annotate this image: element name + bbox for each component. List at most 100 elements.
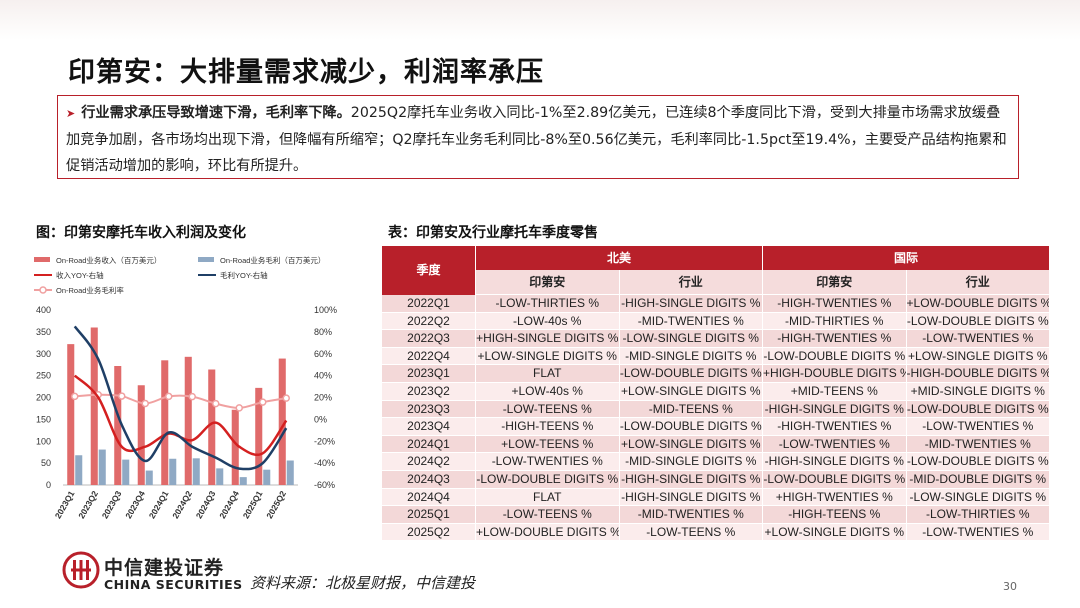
value-cell: FLAT (476, 488, 620, 507)
x-tick-label: 2023Q2 (76, 489, 100, 520)
bar-revenue (114, 366, 122, 485)
value-cell: -LOW-SINGLE DIGITS % (906, 488, 1051, 507)
y-tick-label: 300 (36, 349, 51, 359)
quarter-cell: 2022Q2 (382, 312, 476, 331)
bar-gross-profit (239, 477, 247, 485)
value-cell: +LOW-40s % (476, 382, 620, 401)
value-cell: +HIGH-TWENTIES % (763, 488, 907, 507)
quarter-cell: 2024Q4 (382, 488, 476, 507)
bar-gross-profit (98, 449, 106, 485)
bar-revenue (137, 385, 145, 485)
value-cell: -LOW-DOUBLE DIGITS % (619, 418, 764, 436)
value-cell: -LOW-SINGLE DIGITS % (619, 330, 764, 348)
y-tick-label: 200 (36, 393, 51, 403)
subheader-intl-indian: 印第安 (763, 270, 907, 295)
bar-gross-profit (286, 460, 294, 485)
legend-label: On-Road业务毛利率 (56, 285, 124, 295)
table-row: 2023Q4 -HIGH-TEENS % -LOW-DOUBLE DIGITS % -… (382, 418, 1051, 436)
value-cell: -LOW-DOUBLE DIGITS % (906, 400, 1051, 419)
value-cell: -HIGH-TWENTIES % (763, 418, 907, 436)
bullet-arrow-icon: ➤ (66, 107, 76, 120)
bar-gross-profit (122, 459, 130, 485)
x-tick-label: 2024Q4 (217, 489, 241, 520)
margin-point (188, 392, 196, 401)
value-cell: -HIGH-TEENS % (476, 418, 620, 436)
bar-gross-profit (263, 469, 271, 485)
table-row: 2023Q1 FLAT -LOW-DOUBLE DIGITS % +HIGH-DOUB… (382, 365, 1051, 383)
y2-tick-label: 0% (314, 414, 327, 424)
y-tick-label: 150 (36, 414, 51, 424)
margin-point (118, 392, 126, 400)
table-row: 2022Q3 +HIGH-SINGLE DIGITS % -LOW-SINGLE D… (382, 330, 1051, 348)
quarter-cell: 2023Q3 (382, 400, 476, 419)
bar-revenue (208, 369, 216, 485)
bar-gross-profit (145, 470, 153, 485)
value-cell: -LOW-40s % (476, 312, 620, 331)
summary-box: ➤ 行业需求承压导致增速下滑，毛利率下降。2025Q2摩托车业务收入同比-1%至2… (57, 95, 1019, 179)
value-cell: -MID-TWENTIES % (906, 435, 1051, 454)
legend-label: On-Road业务收入（百万美元） (56, 255, 161, 265)
value-cell: FLAT (476, 365, 620, 383)
y-tick-label: 50 (41, 458, 51, 468)
x-tick-label: 2024Q3 (194, 489, 218, 520)
legend-swatch (198, 257, 214, 262)
bar-revenue (231, 409, 239, 485)
value-cell: -LOW-TEENS % (476, 506, 620, 524)
line-series-2 (73, 374, 288, 457)
subheader-na-indian: 印第安 (476, 270, 620, 295)
bar-gross-profit (192, 458, 200, 485)
value-cell: -HIGH-SINGLE DIGITS % (763, 453, 907, 471)
table-row: 2022Q4 +LOW-SINGLE DIGITS % -MID-SINGLE DI… (382, 347, 1051, 366)
bar-revenue (278, 358, 286, 485)
value-cell: -LOW-DOUBLE DIGITS % (763, 470, 907, 489)
bar-revenue (67, 344, 75, 485)
subheader-intl-industry: 行业 (906, 270, 1051, 295)
value-cell: -LOW-TWENTIES % (906, 330, 1051, 348)
margin-point (71, 392, 79, 401)
value-cell: -LOW-DOUBLE DIGITS % (906, 453, 1051, 471)
legend-label: 毛利YOY-右轴 (220, 270, 268, 280)
x-tick-label: 2025Q2 (264, 489, 288, 520)
margin-point (282, 394, 290, 402)
y2-tick-label: 80% (314, 327, 332, 337)
table-row: 2023Q2 +LOW-40s % +LOW-SINGLE DIGITS % +MID… (382, 382, 1051, 401)
x-tick-label: 2024Q2 (170, 489, 194, 520)
value-cell: -LOW-TWENTIES % (906, 418, 1051, 436)
line-series-4 (74, 393, 287, 409)
margin-point (235, 404, 243, 412)
table-row: 2024Q2 -LOW-TWENTIES % -MID-SINGLE DIGITS … (382, 453, 1051, 471)
table-row: 2024Q3 -LOW-DOUBLE DIGITS % -HIGH-SINGLE D… (382, 470, 1051, 489)
value-cell: +MID-TEENS % (763, 382, 907, 401)
revenue-profit-chart: On-Road业务收入（百万美元） On-Road业务毛利（百万美元） 收入YOY-… (34, 255, 337, 520)
table-row: 2023Q3 -LOW-TEENS % -MID-TEENS % -HIGH-SING… (382, 400, 1051, 419)
quarter-cell: 2024Q1 (382, 435, 476, 454)
value-cell: -LOW-TEENS % (476, 400, 620, 419)
y2-tick-label: -60% (314, 480, 335, 490)
table-row: 2024Q4 FLAT -HIGH-SINGLE DIGITS % +HIGH-TWE… (382, 488, 1051, 507)
quarter-cell: 2025Q2 (382, 523, 476, 542)
bar-revenue (184, 356, 192, 485)
region-header-intl: 国际 (763, 246, 1051, 270)
quarter-cell: 2022Q1 (382, 295, 476, 313)
region-header-na: 北美 (476, 246, 764, 270)
table-row: 2025Q1 -LOW-TEENS % -MID-TWENTIES % -HIGH-T… (382, 506, 1051, 524)
value-cell: -LOW-TWENTIES % (906, 523, 1051, 542)
bar-gross-profit (216, 468, 224, 485)
value-cell: -LOW-TWENTIES % (763, 435, 907, 454)
logo-chinese-name: 中信建投证券 (104, 557, 225, 579)
value-cell: +LOW-DOUBLE DIGITS % (476, 523, 620, 542)
value-cell: -MID-DOUBLE DIGITS % (906, 470, 1051, 489)
x-tick-label: 2025Q1 (241, 489, 265, 520)
bar-revenue (161, 360, 169, 485)
value-cell: -HIGH-TEENS % (763, 506, 907, 524)
legend-label: On-Road业务毛利（百万美元） (220, 255, 325, 265)
value-cell: -LOW-THIRTIES % (476, 295, 620, 313)
bar-revenue (90, 327, 98, 485)
value-cell: -HIGH-TWENTIES % (763, 295, 907, 313)
y2-tick-label: -40% (314, 458, 335, 468)
y2-tick-label: 40% (314, 371, 332, 381)
value-cell: +LOW-SINGLE DIGITS % (906, 347, 1051, 366)
quarter-cell: 2022Q3 (382, 330, 476, 348)
value-cell: -HIGH-SINGLE DIGITS % (619, 295, 764, 313)
logo-english-name: CHINA SECURITIES (104, 577, 243, 592)
